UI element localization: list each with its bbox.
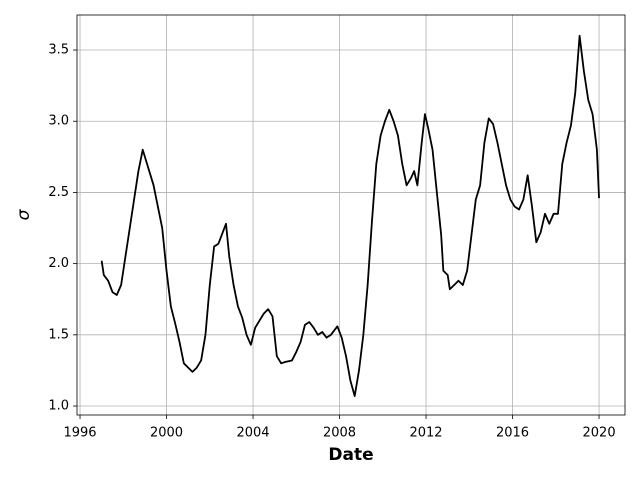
x-tick-label: 2000 <box>150 426 183 441</box>
y-tick-label: 1.5 <box>48 327 69 342</box>
x-tick-label: 2016 <box>496 426 529 441</box>
y-tick-label: 1.0 <box>48 399 69 414</box>
y-tick-label: 3.5 <box>48 43 69 58</box>
y-tick-label: 3.0 <box>48 114 69 129</box>
x-axis-label: Date <box>328 445 373 465</box>
data-line <box>100 34 600 397</box>
y-axis-label: σ <box>14 208 34 220</box>
x-tick-label: 2012 <box>409 426 442 441</box>
x-tick-label: 2004 <box>236 426 269 441</box>
x-tick-label: 1996 <box>63 426 96 441</box>
x-tick-label: 2008 <box>323 426 356 441</box>
x-tick-label: 2020 <box>583 426 616 441</box>
plot-frame <box>76 14 626 416</box>
y-tick-label: 2.0 <box>48 256 69 271</box>
y-tick-label: 2.5 <box>48 185 69 200</box>
